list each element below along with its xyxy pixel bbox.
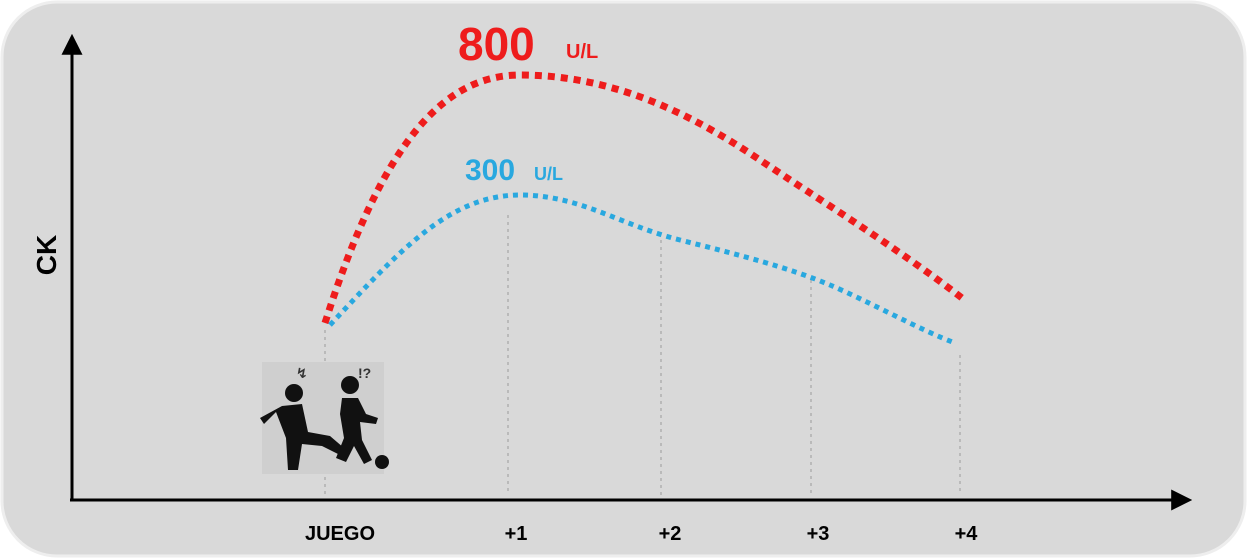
x-label: +4 [955,523,979,545]
svg-text:↯: ↯ [296,365,308,381]
annotation-unit: U/L [534,164,563,184]
annotation-value: 800 [458,18,535,70]
panel [2,2,1245,556]
players-icon: ↯ !? [260,362,389,474]
svg-text:!?: !? [358,365,371,381]
annotation-unit: U/L [566,41,598,63]
diagram: 800 U/L 300 U/L CK JUEGO +1 +2 +3 +4 ↯ !… [0,0,1247,558]
x-label: +2 [659,523,682,545]
x-label: +1 [505,523,528,545]
x-label: +3 [807,523,830,545]
x-label: JUEGO [305,523,375,545]
axis-label: CK [31,235,62,275]
annotation-value: 300 [465,154,515,187]
